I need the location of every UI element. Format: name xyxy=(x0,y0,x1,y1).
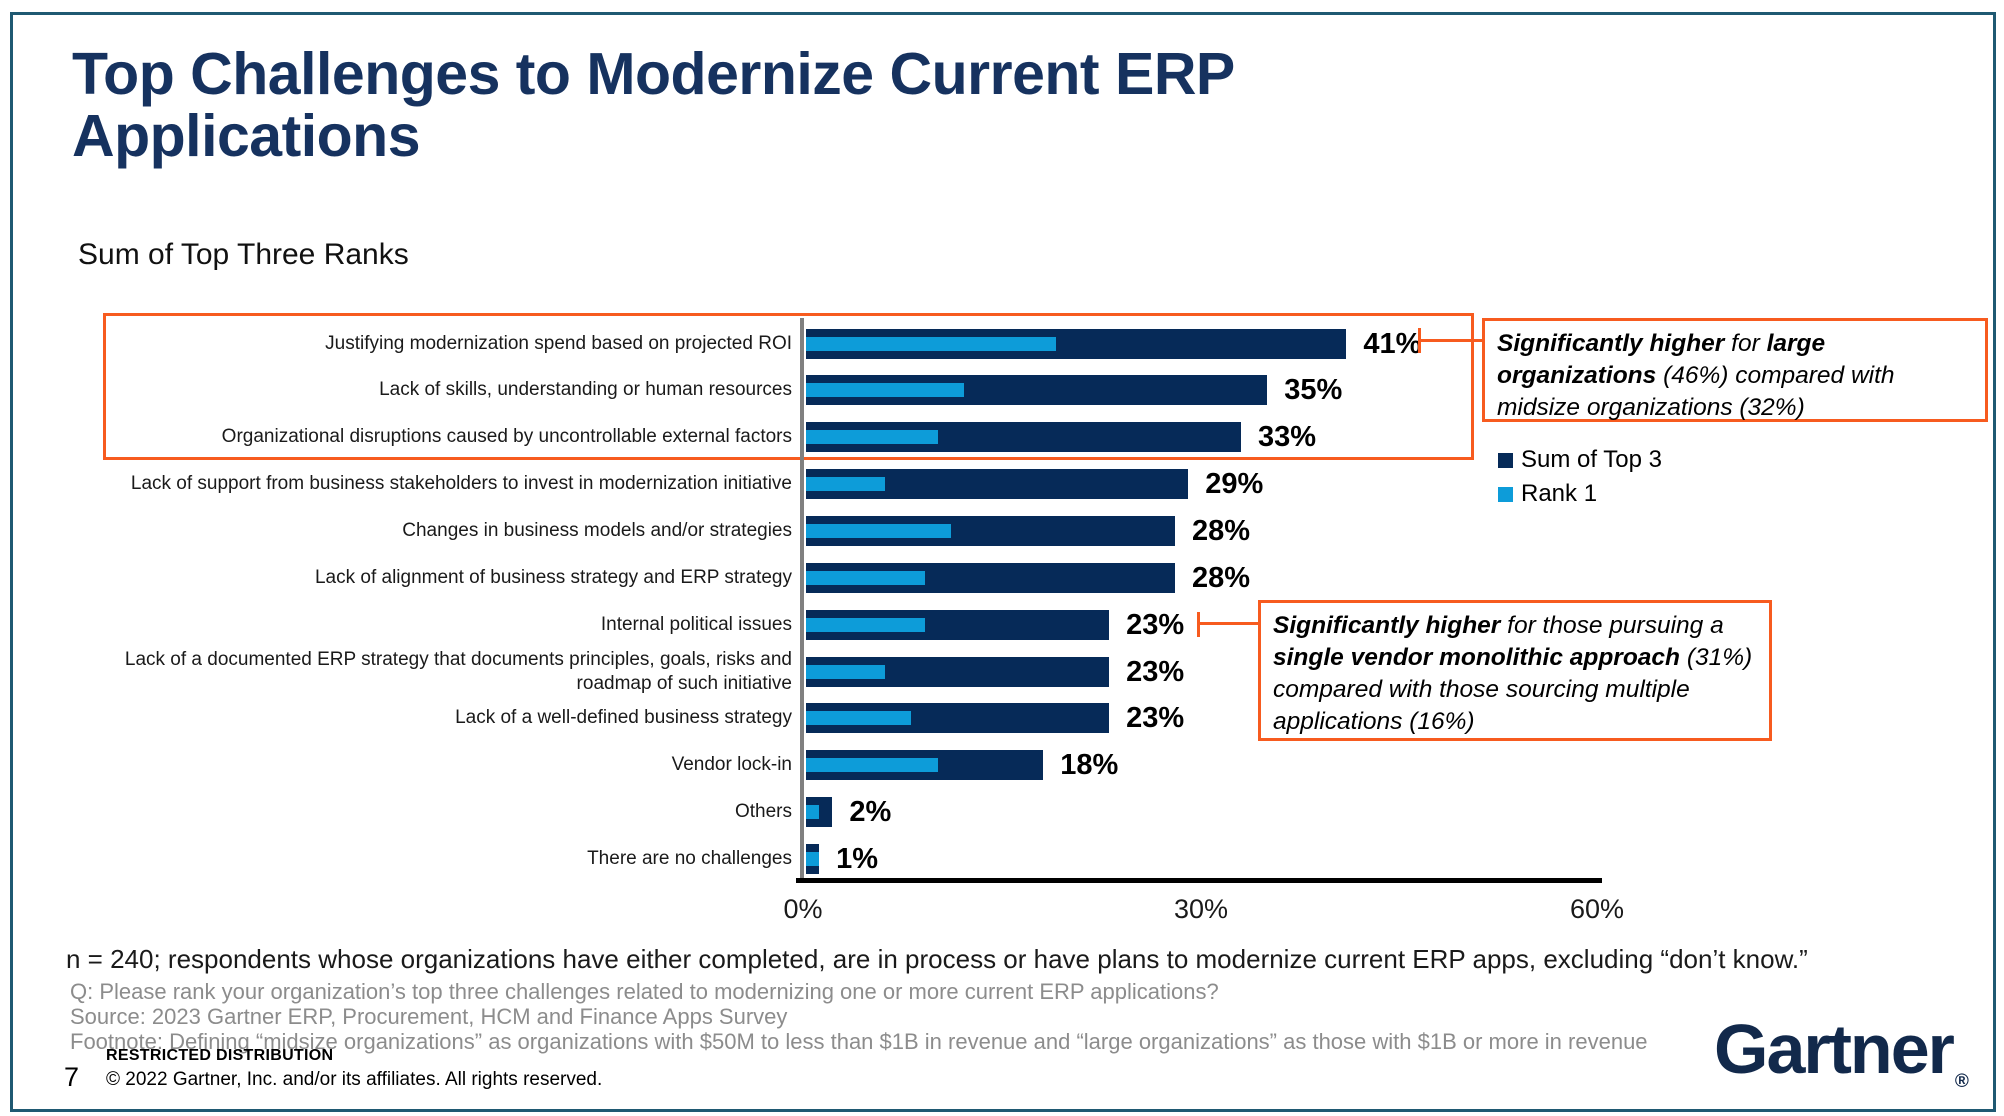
legend-item-sum-of-top-3: Sum of Top 3 xyxy=(1498,446,1662,474)
value-label: 29% xyxy=(1205,468,1264,501)
source-note: Source: 2023 Gartner ERP, Procurement, H… xyxy=(70,1004,788,1029)
bar-rank1 xyxy=(806,523,951,538)
bar-rank1 xyxy=(806,851,820,866)
category-label: Organizational disruptions caused by unc… xyxy=(221,426,792,448)
callout-text-bold: single vendor monolithic approach xyxy=(1273,643,1681,671)
callout-text: for those pursuing a xyxy=(1500,612,1724,639)
value-label: 35% xyxy=(1284,374,1343,407)
bar-rank1 xyxy=(806,758,938,773)
bar-rank1 xyxy=(806,805,820,820)
bar-rank1 xyxy=(806,570,925,585)
value-label: 23% xyxy=(1126,608,1185,641)
page-number: 7 xyxy=(64,1062,80,1092)
callout1-connector-tick xyxy=(1418,328,1421,353)
y-axis-line xyxy=(800,318,804,880)
gartner-logo-text: Gartner xyxy=(1714,1010,1955,1088)
callout-text-bold: large organizations xyxy=(1497,330,1826,389)
value-label: 2% xyxy=(849,796,892,829)
legend-label: Sum of Top 3 xyxy=(1521,446,1662,473)
category-label: Vendor lock-in xyxy=(671,754,792,776)
bar-rank1 xyxy=(806,617,925,632)
callout-text-bold: Significantly higher xyxy=(1497,330,1725,357)
callout-text: (46%) compared with midsize organization… xyxy=(1497,361,1895,421)
callout-text-bold: Significantly higher xyxy=(1273,612,1501,639)
x-tick-30: 30% xyxy=(1173,894,1229,924)
x-tick-60: 60% xyxy=(1569,894,1625,924)
value-label: 41% xyxy=(1363,327,1422,360)
category-label: Lack of a documented ERP strategy that d… xyxy=(124,648,792,694)
x-tick-0: 0% xyxy=(783,894,823,924)
category-label: Justifying modernization spend based on … xyxy=(325,332,792,354)
bar-rank1 xyxy=(806,477,886,492)
callout-text: for xyxy=(1724,330,1767,357)
restricted-distribution-label: RESTRICTED DISTRIBUTION xyxy=(106,1047,334,1064)
category-label: Lack of a well-defined business strategy xyxy=(455,707,792,729)
callout2-connector-line xyxy=(1197,622,1259,625)
callout1-connector-line xyxy=(1418,339,1484,342)
question-note: Q: Please rank your organization’s top t… xyxy=(70,979,1219,1004)
category-label: Others xyxy=(734,801,792,823)
bar-rank1 xyxy=(806,430,938,445)
page-title: Top Challenges to Modernize Current ERP … xyxy=(72,41,1234,169)
legend-label: Rank 1 xyxy=(1521,480,1598,507)
value-label: 23% xyxy=(1126,702,1185,735)
value-label: 23% xyxy=(1126,655,1185,688)
callout-text: (31%) compared with those sourcing multi… xyxy=(1273,643,1753,735)
bar-rank1 xyxy=(806,664,886,679)
registered-trademark-icon: ® xyxy=(1954,1071,1969,1092)
category-label: Lack of skills, understanding or human r… xyxy=(379,379,792,401)
legend-item-rank-1: Rank 1 xyxy=(1498,480,1597,508)
chart-subtitle: Sum of Top Three Ranks xyxy=(78,238,409,271)
category-label: Lack of alignment of business strategy a… xyxy=(314,566,792,588)
value-label: 28% xyxy=(1192,514,1251,547)
gartner-logo: Gartner ® xyxy=(1714,1014,1969,1091)
category-label: Internal political issues xyxy=(600,613,792,635)
category-label: Changes in business models and/or strate… xyxy=(402,519,792,541)
sample-note: n = 240; respondents whose organizations… xyxy=(66,944,1808,974)
category-label: There are no challenges xyxy=(587,847,792,869)
value-label: 28% xyxy=(1192,561,1251,594)
callout-large-organizations: Significantly higher for large organizat… xyxy=(1482,318,1988,422)
value-label: 33% xyxy=(1257,421,1316,454)
category-label: Lack of support from business stakeholde… xyxy=(130,473,792,495)
bar-rank1 xyxy=(806,383,965,398)
value-label: 18% xyxy=(1060,749,1119,782)
highlight-rectangle-top3 xyxy=(103,313,1474,460)
bar-rank1 xyxy=(806,711,912,726)
legend-swatch-sum-of-top-3 xyxy=(1498,452,1513,468)
copyright-text: © 2022 Gartner, Inc. and/or its affiliat… xyxy=(106,1069,603,1090)
callout-single-vendor: Significantly higher for those pursuing … xyxy=(1258,600,1772,741)
callout2-connector-tick xyxy=(1197,612,1200,637)
footnote-note: Footnote: Defining “midsize organization… xyxy=(70,1029,1648,1054)
value-label: 1% xyxy=(836,842,879,875)
x-axis-line xyxy=(796,878,1602,883)
legend-swatch-rank-1 xyxy=(1498,486,1513,502)
bar-rank1 xyxy=(806,336,1057,351)
